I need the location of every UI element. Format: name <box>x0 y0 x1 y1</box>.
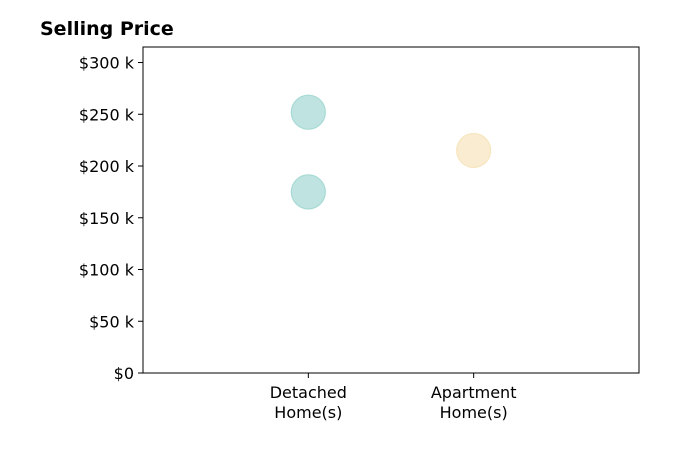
x-tick-label-line: Home(s) <box>440 403 508 422</box>
data-point <box>456 132 492 169</box>
y-tick-label: $100 k <box>79 261 135 280</box>
chart-title: Selling Price <box>40 18 174 40</box>
data-point <box>290 94 326 130</box>
y-tick-label: $150 k <box>79 209 135 228</box>
data-points <box>290 94 492 210</box>
y-tick-label: $300 k <box>79 54 135 73</box>
y-tick-label: $250 k <box>79 105 135 124</box>
data-point <box>290 174 326 210</box>
x-tick-label-line: Detached <box>270 383 347 402</box>
y-tick-label: $50 k <box>89 312 135 331</box>
x-tick-label: Apartment Home(s) <box>431 383 517 422</box>
plot-area-frame <box>142 46 640 374</box>
y-tick-label: $0 <box>114 364 134 383</box>
y-axis: $0 $50 k $100 k $150 k $200 k $250 k $300 k <box>79 54 143 383</box>
x-axis: Detached Home(s)Apartment Home(s) <box>270 373 517 422</box>
x-tick-label: Detached Home(s) <box>270 383 347 422</box>
x-tick-label-line: Home(s) <box>274 403 342 422</box>
y-tick-label: $200 k <box>79 157 135 176</box>
x-tick-label-line: Apartment <box>431 383 517 402</box>
